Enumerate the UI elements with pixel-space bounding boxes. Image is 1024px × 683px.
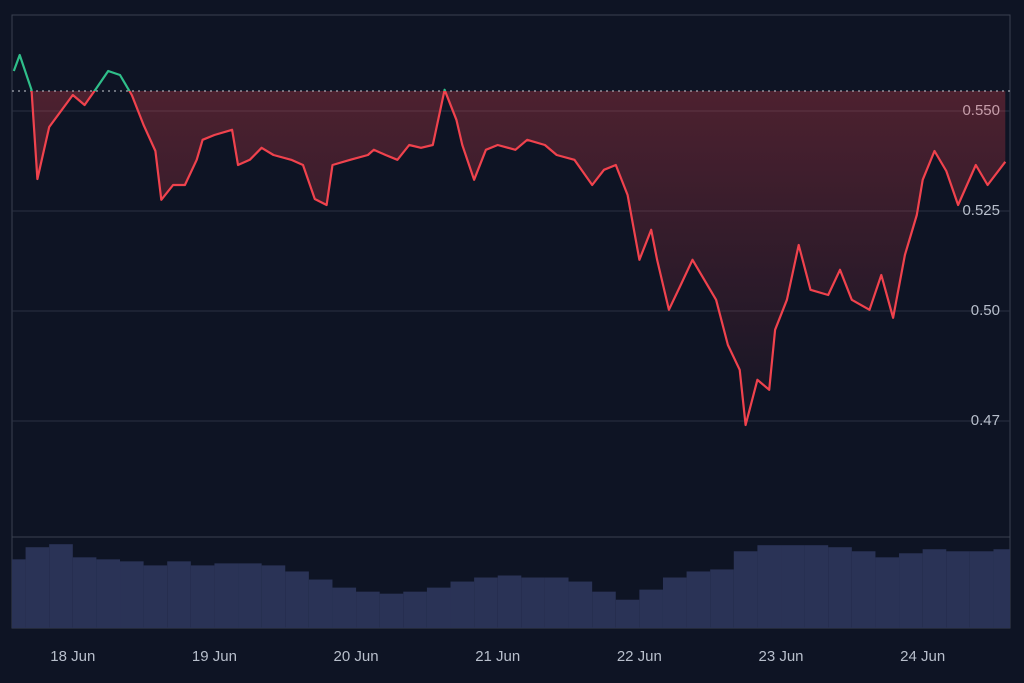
volume-bar	[308, 579, 333, 628]
volume-bar	[49, 544, 73, 628]
volume-bar	[497, 575, 522, 628]
volume-bar	[238, 563, 262, 628]
volume-bar	[544, 577, 569, 628]
volume-bar	[167, 561, 191, 628]
volume-bar	[757, 545, 782, 628]
volume-bar	[403, 591, 427, 628]
volume-bar	[261, 565, 286, 628]
volume-bar	[828, 547, 852, 628]
volume-bar	[521, 577, 545, 628]
volume-bar	[190, 565, 215, 628]
y-tick-label: 0.50	[971, 302, 1000, 319]
volume-bar	[851, 551, 876, 628]
volume-bar	[568, 581, 593, 628]
volume-bar	[96, 559, 121, 628]
volume-bar	[733, 551, 758, 628]
volume-bar	[332, 587, 357, 628]
volume-bar	[804, 545, 829, 628]
x-tick-label: 24 Jun	[900, 648, 945, 665]
volume-bar	[993, 549, 1010, 628]
volume-bar	[662, 577, 687, 628]
x-tick-label: 21 Jun	[475, 648, 520, 665]
volume-bar	[25, 547, 50, 628]
volume-bar	[143, 565, 168, 628]
volume-bar	[12, 559, 26, 628]
volume-bar	[899, 553, 923, 628]
x-tick-label: 19 Jun	[192, 648, 237, 665]
x-tick-label: 23 Jun	[758, 648, 803, 665]
volume-bar	[72, 557, 97, 628]
volume-bar	[875, 557, 900, 628]
price-area	[13, 91, 1006, 425]
volume-bar	[686, 571, 711, 628]
x-tick-label: 20 Jun	[334, 648, 379, 665]
volume-bar	[214, 563, 239, 628]
y-tick-label: 0.525	[962, 202, 1000, 219]
volume-bar	[120, 561, 144, 628]
volume-bar	[592, 591, 616, 628]
volume-bar	[969, 551, 994, 628]
x-tick-label: 22 Jun	[617, 648, 662, 665]
volume-bar	[285, 571, 309, 628]
price-line	[12, 53, 1007, 427]
volume-bar	[639, 589, 663, 628]
volume-bar	[946, 551, 970, 628]
volume-bar	[710, 569, 734, 628]
volume-bar	[379, 593, 404, 628]
x-tick-label: 18 Jun	[50, 648, 95, 665]
volume-bar	[615, 599, 640, 628]
y-tick-label: 0.47	[971, 412, 1000, 429]
volume-bar	[356, 591, 380, 628]
volume-bar	[474, 577, 498, 628]
volume-bar	[450, 581, 475, 628]
volume-bar	[781, 545, 805, 628]
volume-bar	[426, 587, 451, 628]
volume-bar	[922, 549, 947, 628]
